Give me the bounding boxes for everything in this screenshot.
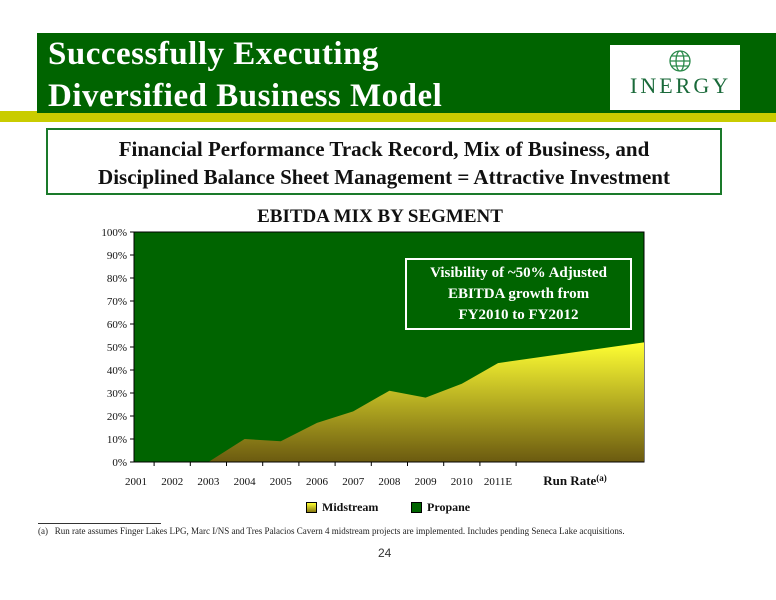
run-rate-footnote-ref: (a) — [596, 473, 607, 483]
y-tick-label: 0% — [112, 457, 127, 469]
legend-item-propane: Propane — [411, 500, 470, 515]
logo — [610, 45, 740, 110]
midstream-area — [136, 342, 644, 462]
y-tick-label: 50% — [107, 342, 127, 354]
legend-label-propane: Propane — [427, 500, 471, 514]
y-tick-label: 100% — [101, 227, 127, 239]
footnote-divider — [38, 523, 161, 524]
x-tick-label: 2011E — [484, 476, 513, 488]
subtitle-box: Financial Performance Track Record, Mix … — [46, 128, 722, 195]
y-tick-label: 20% — [107, 411, 127, 423]
y-tick-label: 30% — [107, 388, 127, 400]
y-tick-label: 80% — [107, 273, 127, 285]
chart-axes: 0% 10% 20% 30% 40% 50% 60% 70% 80% 90% 100% 2001 200… — [101, 227, 644, 488]
page-number: 24 — [378, 546, 392, 560]
x-tick-label: 2003 — [197, 476, 220, 488]
x-tick-label: 2004 — [234, 476, 257, 488]
growth-callout: Visibility of ~50% Adjusted EBITDA growt… — [405, 258, 632, 330]
y-tick-label: 90% — [107, 250, 127, 262]
subtitle-line-1: Financial Performance Track Record, Mix … — [118, 137, 650, 161]
slide-title-line-1: Successfully Executing — [48, 36, 379, 72]
x-tick-label: 2008 — [378, 476, 401, 488]
callout-line-1: Visibility of ~50% Adjusted — [430, 265, 607, 281]
logo-text: INERGY — [630, 73, 732, 98]
y-tick-label: 10% — [107, 434, 127, 446]
chart-title: EBITDA MIX BY SEGMENT — [257, 206, 503, 227]
x-tick-label: 2010 — [451, 476, 474, 488]
x-tick-label: 2002 — [161, 476, 183, 488]
x-tick-label: 2005 — [270, 476, 293, 488]
slide-title-line-2: Diversified Business Model — [48, 78, 443, 114]
subtitle-line-2: Disciplined Balance Sheet Management = A… — [98, 165, 670, 189]
x-tick-label: 2001 — [125, 476, 147, 488]
x-tick-label: 2009 — [415, 476, 438, 488]
legend-swatch-propane — [411, 502, 422, 513]
callout-line-2: EBITDA growth from — [447, 286, 590, 302]
footnote-text: Run rate assumes Finger Lakes LPG, Marc … — [54, 526, 625, 536]
globe-icon — [669, 50, 691, 72]
x-tick-label-run-rate: Run Rate(a) — [543, 473, 607, 488]
footnote: (a) Run rate assumes Finger Lakes LPG, M… — [38, 526, 625, 536]
y-tick-label: 70% — [107, 296, 127, 308]
header-accent-strip-left — [0, 111, 37, 122]
y-tick-label: 40% — [107, 365, 127, 377]
legend-item-midstream: Midstream — [306, 500, 378, 515]
footnote-marker: (a) — [38, 526, 48, 536]
legend-swatch-midstream — [306, 502, 317, 513]
header-accent-strip — [37, 113, 776, 122]
x-tick-label: 2006 — [306, 476, 329, 488]
legend-label-midstream: Midstream — [322, 500, 379, 514]
callout-line-3: FY2010 to FY2012 — [458, 307, 579, 323]
y-tick-label: 60% — [107, 319, 127, 331]
x-tick-label: 2007 — [342, 476, 365, 488]
